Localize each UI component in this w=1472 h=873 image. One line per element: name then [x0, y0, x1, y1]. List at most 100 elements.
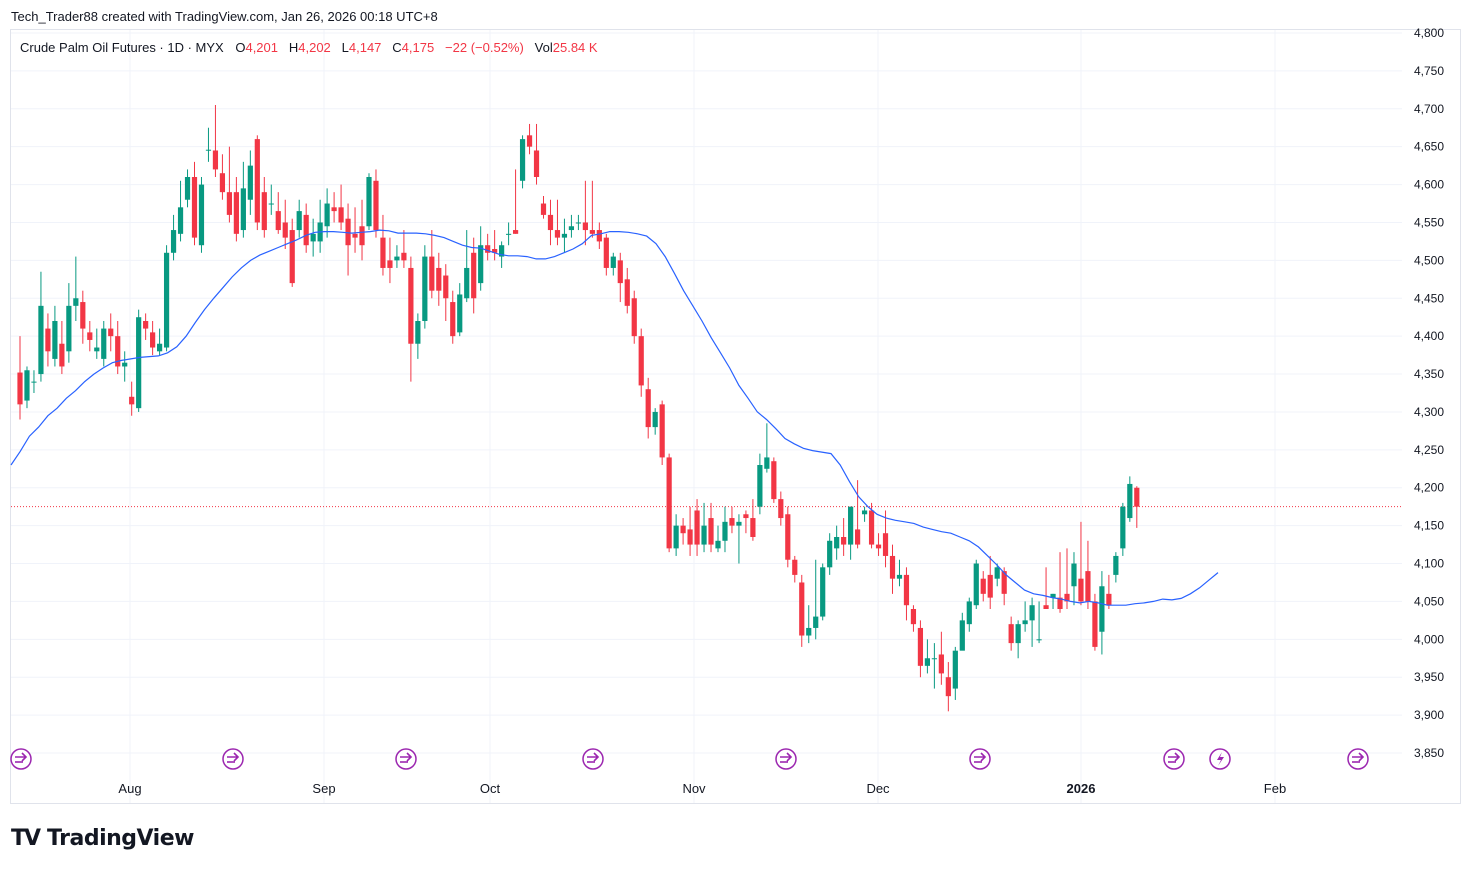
- candle-body: [219, 173, 226, 193]
- candle-body: [177, 207, 184, 234]
- candle-body: [568, 226, 575, 231]
- candle-body: [366, 177, 372, 227]
- tradingview-logo-text: TradingView: [47, 826, 194, 851]
- y-tick-label: 4,650: [1414, 140, 1444, 154]
- dividend-event-icon[interactable]: [10, 748, 32, 770]
- candle-body: [687, 529, 693, 545]
- candle-body: [561, 233, 568, 238]
- arrow-glyph: [227, 752, 240, 762]
- open-label: O: [235, 40, 246, 55]
- volume-label: Vol: [534, 40, 553, 55]
- dividend-event-icon[interactable]: [1347, 748, 1369, 770]
- candle-body: [512, 230, 519, 234]
- x-tick-label: Dec: [866, 781, 890, 796]
- candle-body: [80, 302, 86, 329]
- arrow-glyph: [780, 752, 793, 762]
- dividend-event-icon[interactable]: [395, 748, 417, 770]
- candle-body: [729, 518, 735, 526]
- candle-body: [24, 370, 30, 401]
- time-axis[interactable]: Aug Sep Oct Nov Dec 2026 Feb: [118, 781, 1286, 796]
- candle-body: [1099, 586, 1105, 632]
- y-tick-label: 4,750: [1414, 64, 1444, 78]
- symbol-label[interactable]: Crude Palm Oil Futures · 1D · MYX: [20, 40, 224, 55]
- dividend-event-icon[interactable]: [969, 748, 991, 770]
- candle-body: [533, 150, 540, 177]
- candle-body: [1029, 605, 1035, 621]
- close-label: C: [392, 40, 402, 55]
- candle-body: [736, 521, 742, 526]
- candle-body: [324, 203, 330, 227]
- candle-body: [952, 650, 958, 689]
- candle-body: [855, 529, 861, 545]
- candle-body: [464, 267, 470, 299]
- candle-body: [170, 230, 177, 253]
- y-tick-label: 4,600: [1414, 178, 1444, 192]
- dividend-event-icon[interactable]: [775, 748, 797, 770]
- event-markers[interactable]: [10, 748, 1369, 770]
- candle-body: [882, 533, 889, 556]
- candles: [17, 105, 1140, 712]
- candle-body: [59, 343, 65, 367]
- candle-body: [792, 559, 798, 575]
- candle-body: [506, 233, 512, 235]
- candle-body: [38, 305, 44, 375]
- candle-body: [994, 567, 1000, 579]
- candle-body: [492, 249, 498, 253]
- x-tick-label: Aug: [118, 781, 141, 796]
- y-tick-label: 4,800: [1414, 26, 1444, 40]
- candle-body: [708, 518, 714, 545]
- candle-body: [282, 222, 288, 238]
- candle-body: [1085, 571, 1091, 602]
- candle-body: [785, 514, 791, 560]
- event-circle: [395, 748, 417, 770]
- candle-body: [289, 230, 295, 284]
- candle-body: [499, 245, 505, 257]
- candle-body: [896, 574, 903, 579]
- candle-body: [1120, 506, 1126, 549]
- candle-body: [820, 567, 826, 617]
- candle-body: [45, 328, 51, 352]
- dividend-event-icon[interactable]: [1163, 748, 1185, 770]
- candle-body: [680, 525, 686, 534]
- chart-frame: [10, 29, 1461, 804]
- candle-body: [226, 192, 232, 215]
- candle-body: [645, 389, 651, 428]
- dividend-event-icon[interactable]: [582, 748, 604, 770]
- y-tick-label: 4,550: [1414, 215, 1444, 229]
- candle-body: [938, 654, 944, 674]
- candle-body: [575, 222, 581, 224]
- event-circle: [582, 748, 604, 770]
- candle-body: [827, 540, 833, 568]
- arrow-glyph: [587, 752, 600, 762]
- candle-body: [743, 514, 749, 519]
- x-tick-label: Oct: [480, 781, 501, 796]
- candle-body: [673, 525, 679, 549]
- candle-body: [715, 540, 721, 549]
- candle-body: [799, 582, 805, 636]
- candle-body: [401, 252, 407, 261]
- candle-body: [303, 214, 309, 246]
- candle-body: [617, 260, 623, 284]
- tradingview-logo[interactable]: TV TradingView: [11, 826, 194, 851]
- grid: [11, 30, 1402, 803]
- y-tick-label: 4,150: [1414, 519, 1444, 533]
- y-tick-label: 4,350: [1414, 367, 1444, 381]
- dividend-event-icon[interactable]: [222, 748, 244, 770]
- y-tick-label: 4,400: [1414, 329, 1444, 343]
- candle-body: [1064, 593, 1070, 602]
- candle-body: [917, 627, 924, 666]
- candle-body: [87, 332, 93, 340]
- candle-body: [380, 237, 386, 268]
- moving-average: [10, 229, 1219, 606]
- candle-body: [261, 192, 267, 231]
- x-tick-label: Nov: [682, 781, 706, 796]
- price-axis[interactable]: 3,850 3,900 3,950 4,000 4,050 4,100 4,150 4,200…: [1414, 26, 1444, 760]
- candle-body: [157, 343, 163, 352]
- candle-body: [554, 230, 561, 238]
- candle-body: [1001, 571, 1007, 594]
- flash-event-icon[interactable]: [1209, 748, 1231, 770]
- low-value: 4,147: [348, 40, 382, 55]
- candle-body: [931, 658, 937, 660]
- low-label: L: [341, 40, 349, 55]
